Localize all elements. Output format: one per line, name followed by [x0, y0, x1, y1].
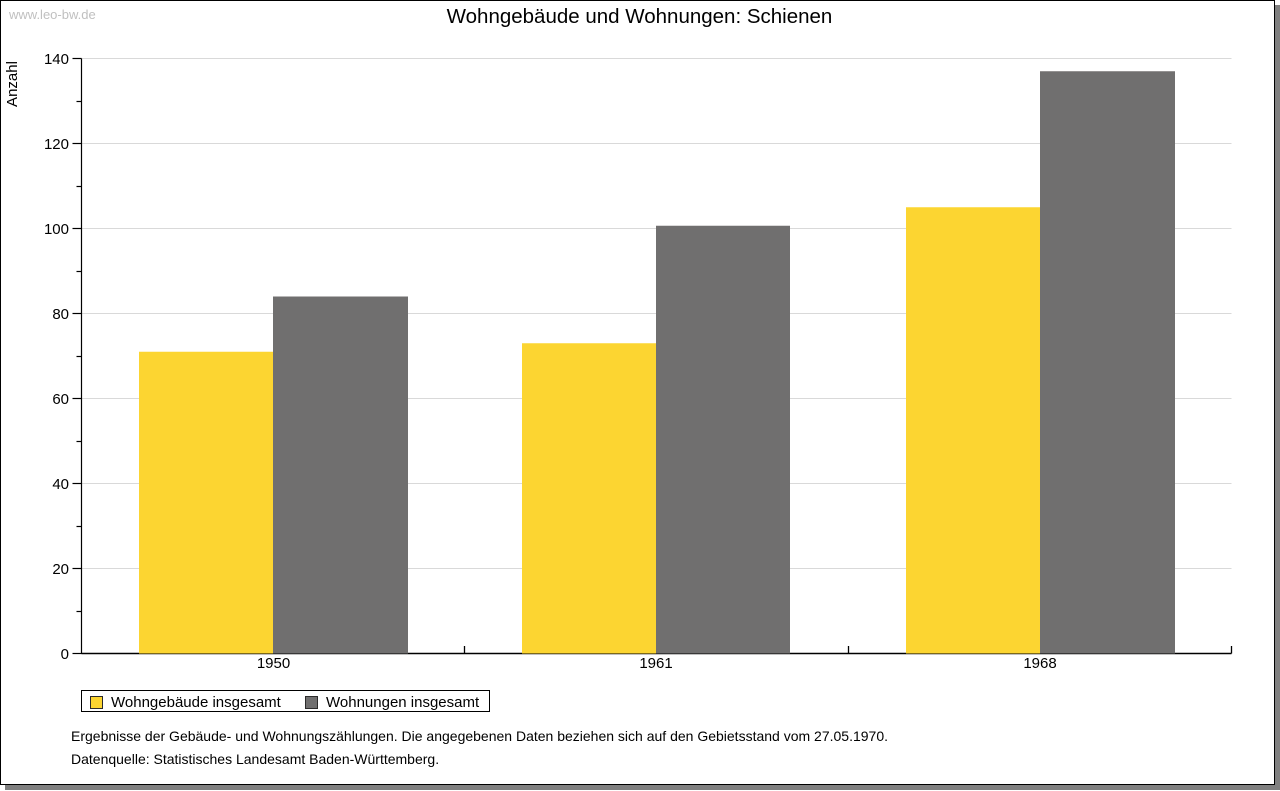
- svg-text:1950: 1950: [257, 655, 290, 672]
- svg-text:1968: 1968: [1023, 655, 1056, 672]
- svg-text:20: 20: [52, 561, 69, 578]
- svg-text:Anzahl: Anzahl: [4, 61, 21, 107]
- svg-text:0: 0: [61, 646, 69, 663]
- svg-text:1961: 1961: [639, 655, 672, 672]
- svg-text:100: 100: [44, 221, 69, 238]
- svg-text:40: 40: [52, 476, 69, 493]
- svg-text:60: 60: [52, 391, 69, 408]
- svg-text:120: 120: [44, 136, 69, 153]
- svg-text:80: 80: [52, 306, 69, 323]
- svg-text:140: 140: [44, 51, 69, 68]
